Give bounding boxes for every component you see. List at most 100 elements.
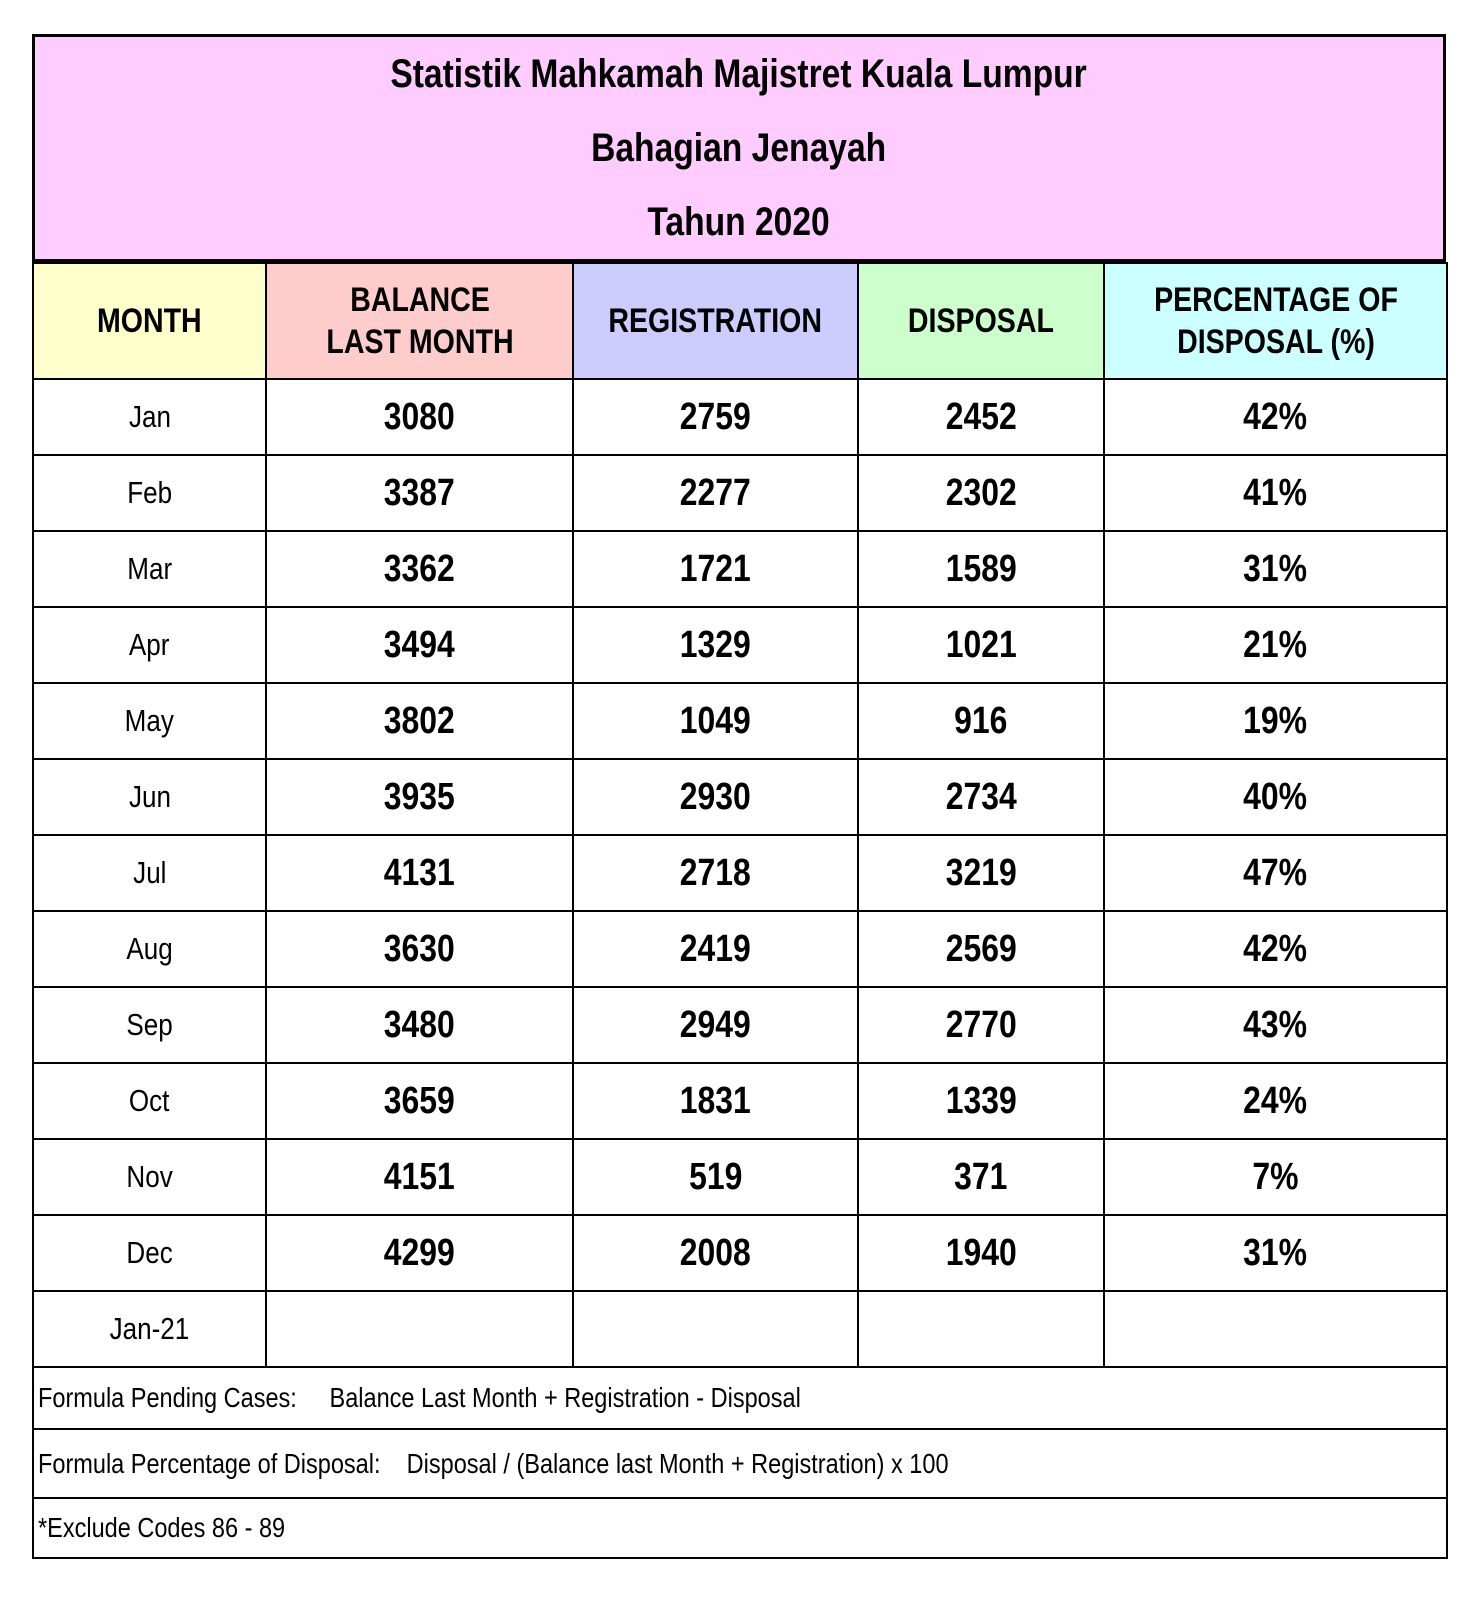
cell-value: 1721	[679, 547, 752, 590]
cell-registration	[572, 1290, 859, 1368]
header-label: MONTH	[97, 302, 202, 340]
cell-balance: 3480	[265, 986, 574, 1064]
footnote-row: Formula Percentage of Disposal: Disposal…	[32, 1428, 1448, 1499]
cell-balance	[265, 1290, 574, 1368]
cell-disposal: 2452	[857, 378, 1105, 456]
header-label: PERCENTAGE OF DISPOSAL (%)	[1153, 281, 1398, 361]
cell-value: 7%	[1252, 1155, 1299, 1198]
cell-balance: 3362	[265, 530, 574, 608]
cell-value: 2930	[679, 775, 752, 818]
cell-registration: 2419	[572, 910, 859, 988]
cell-value: 21%	[1243, 623, 1308, 666]
cell-value: 916	[954, 699, 1008, 742]
cell-disposal: 3219	[857, 834, 1105, 912]
table-row: Dec 4299 2008 1940 31%	[32, 1214, 1448, 1292]
cell-disposal: 916	[857, 682, 1105, 760]
table-row: Jan 3080 2759 2452 42%	[32, 378, 1448, 456]
cell-value: 3387	[383, 471, 456, 514]
cell-value: Mar	[127, 551, 172, 586]
cell-value: 3080	[383, 395, 456, 438]
cell-registration: 2718	[572, 834, 859, 912]
cell-month: Sep	[32, 986, 267, 1064]
cell-value: Dec	[126, 1235, 173, 1270]
cell-disposal: 2770	[857, 986, 1105, 1064]
cell-value: 41%	[1243, 471, 1308, 514]
header-balance: BALANCE LAST MONTH	[265, 262, 574, 380]
cell-percentage: 41%	[1103, 454, 1448, 532]
cell-balance: 3659	[265, 1062, 574, 1140]
cell-disposal	[857, 1290, 1105, 1368]
cell-month: Jan	[32, 378, 267, 456]
cell-value: 2419	[679, 927, 752, 970]
title-block: Statistik Mahkamah Majistret Kuala Lumpu…	[32, 34, 1446, 262]
cell-registration: 2277	[572, 454, 859, 532]
cell-value: 2770	[945, 1003, 1017, 1046]
cell-value: 1589	[945, 547, 1017, 590]
cell-value: 3494	[383, 623, 456, 666]
table-row: Oct 3659 1831 1339 24%	[32, 1062, 1448, 1140]
statistics-table: MONTH BALANCE LAST MONTH REGISTRATION DISPO…	[32, 262, 1448, 1559]
cell-value: Jul	[132, 855, 167, 890]
cell-percentage: 7%	[1103, 1138, 1448, 1216]
cell-value: 1329	[679, 623, 752, 666]
cell-value: Nov	[126, 1159, 173, 1194]
cell-value: 3630	[383, 927, 456, 970]
header-label: DISPOSAL	[907, 302, 1055, 340]
year-line: Tahun 2020	[647, 200, 831, 244]
cell-month: Jun	[32, 758, 267, 836]
cell-value: Sep	[126, 1007, 173, 1042]
cell-value: 4151	[383, 1155, 456, 1198]
cell-percentage: 21%	[1103, 606, 1448, 684]
cell-month: Feb	[32, 454, 267, 532]
cell-month: Jan-21	[32, 1290, 267, 1368]
cell-disposal: 1339	[857, 1062, 1105, 1140]
cell-disposal: 1589	[857, 530, 1105, 608]
header-disposal: DISPOSAL	[857, 262, 1105, 380]
cell-percentage: 31%	[1103, 530, 1448, 608]
cell-registration: 2759	[572, 378, 859, 456]
cell-value: 2718	[679, 851, 752, 894]
cell-month: Mar	[32, 530, 267, 608]
cell-value: 1049	[679, 699, 752, 742]
cell-value: May	[124, 703, 175, 738]
cell-value: 2302	[945, 471, 1017, 514]
cell-value: 2734	[945, 775, 1017, 818]
cell-registration: 1721	[572, 530, 859, 608]
cell-value: 4299	[383, 1231, 456, 1274]
cell-registration: 1049	[572, 682, 859, 760]
table-row: Nov 4151 519 371 7%	[32, 1138, 1448, 1216]
table-row: Apr 3494 1329 1021 21%	[32, 606, 1448, 684]
cell-value: 3659	[383, 1079, 456, 1122]
header-registration: REGISTRATION	[572, 262, 859, 380]
cell-balance: 3802	[265, 682, 574, 760]
cell-disposal: 2569	[857, 910, 1105, 988]
cell-value: 3219	[945, 851, 1017, 894]
table-row: Jul 4131 2718 3219 47%	[32, 834, 1448, 912]
cell-registration: 2949	[572, 986, 859, 1064]
header-label: REGISTRATION	[608, 302, 823, 340]
footnote-text: Formula Pending Cases: Balance Last Mont…	[38, 1382, 801, 1413]
cell-percentage: 43%	[1103, 986, 1448, 1064]
cell-value: 31%	[1243, 547, 1308, 590]
cell-value: 19%	[1243, 699, 1308, 742]
table-row: May 3802 1049 916 19%	[32, 682, 1448, 760]
cell-value: 2008	[679, 1231, 752, 1274]
cell-value: 3480	[383, 1003, 456, 1046]
subtitle-line: Bahagian Jenayah	[591, 126, 887, 170]
cell-month: Dec	[32, 1214, 267, 1292]
cell-value: Feb	[127, 475, 172, 510]
cell-percentage: 24%	[1103, 1062, 1448, 1140]
cell-value: 3935	[383, 775, 456, 818]
footnote-row: *Exclude Codes 86 - 89	[32, 1497, 1448, 1559]
table-row: Jun 3935 2930 2734 40%	[32, 758, 1448, 836]
cell-registration: 2930	[572, 758, 859, 836]
cell-value: 43%	[1243, 1003, 1308, 1046]
cell-disposal: 371	[857, 1138, 1105, 1216]
cell-value: Jun	[128, 779, 171, 814]
cell-balance: 4151	[265, 1138, 574, 1216]
cell-registration: 2008	[572, 1214, 859, 1292]
cell-month: Jul	[32, 834, 267, 912]
cell-percentage: 19%	[1103, 682, 1448, 760]
cell-value: 47%	[1243, 851, 1308, 894]
header-percentage: PERCENTAGE OF DISPOSAL (%)	[1103, 262, 1448, 380]
